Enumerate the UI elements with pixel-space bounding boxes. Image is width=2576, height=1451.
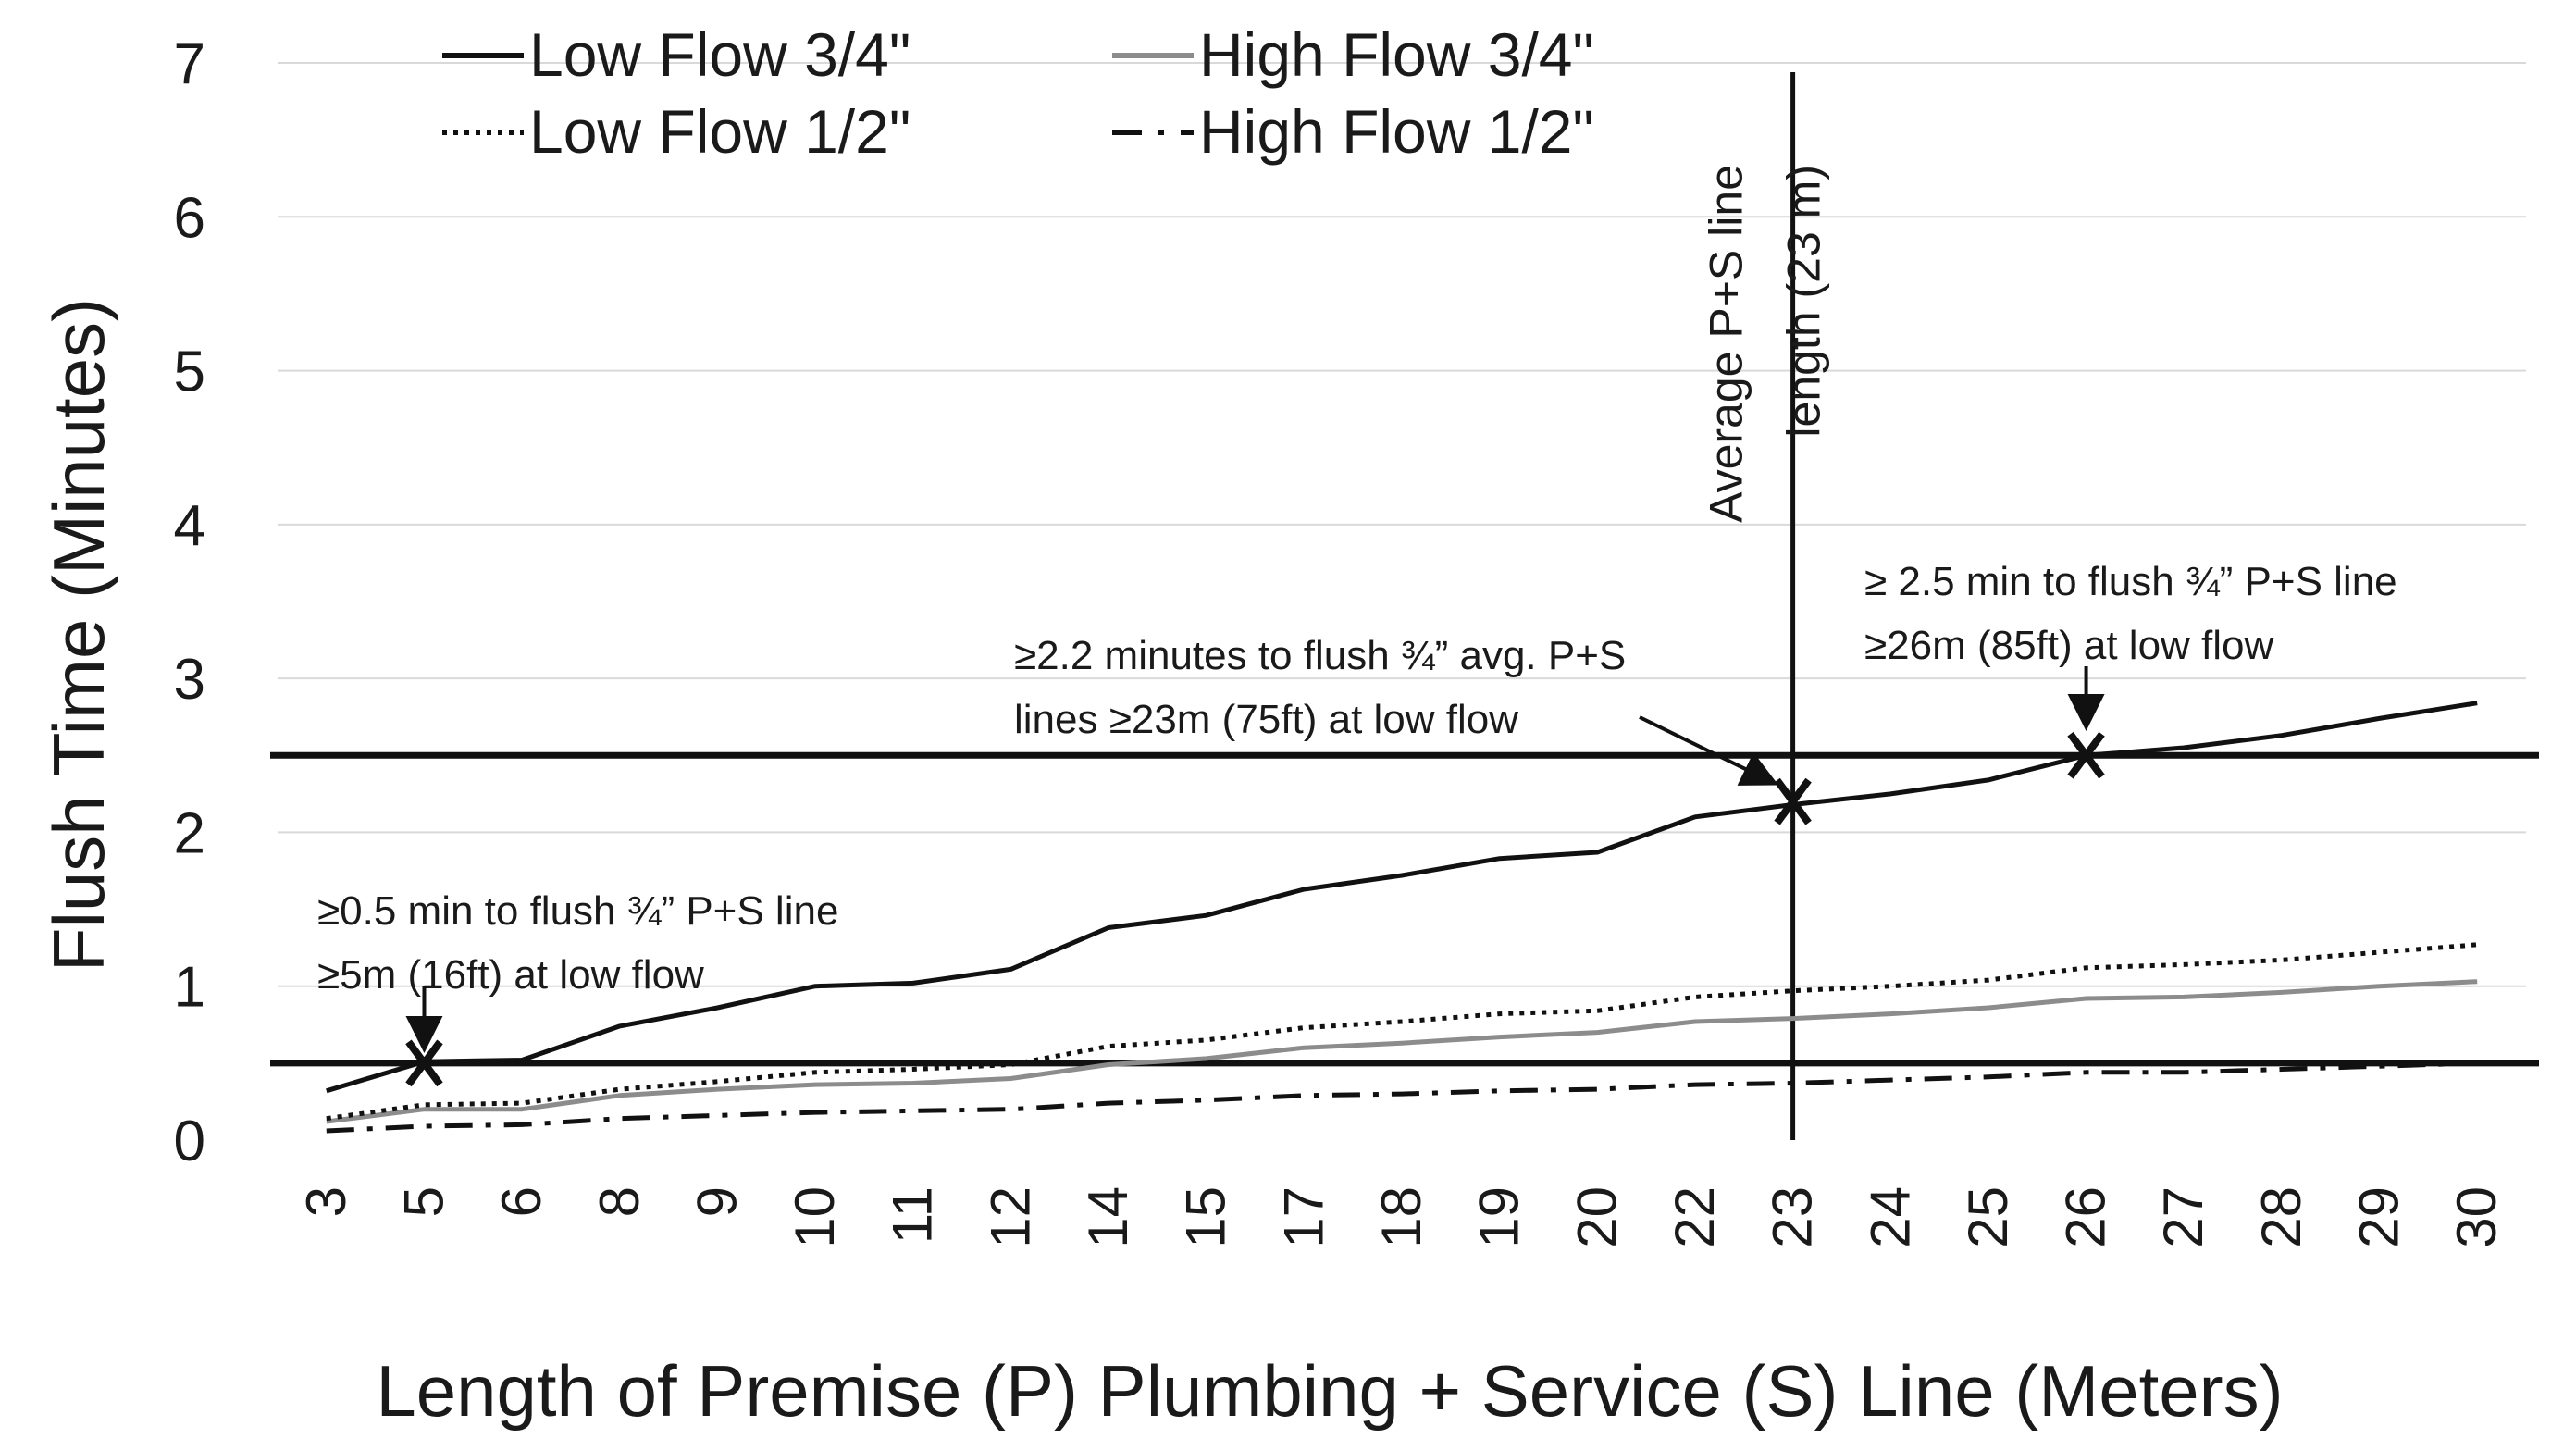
series-line <box>326 1060 2478 1134</box>
legend-label: High Flow 1/2" <box>1199 97 1594 166</box>
annotation-text: lines ≥23m (75ft) at low flow <box>1014 697 1518 742</box>
annotation-group: ≥0.5 min to flush ¾” P+S line ≥5m (16ft) … <box>317 559 2397 1053</box>
x-axis-ticks: 3 5 6 8 9 10 11 12 14 15 17 18 19 20 22 23 24 25 26 27 28 29 3… <box>295 1186 2508 1248</box>
legend-item: Low Flow 3/4" <box>442 20 910 89</box>
x-marker <box>1774 777 1812 825</box>
legend-label: High Flow 3/4" <box>1199 20 1594 89</box>
x-tick-label: 30 <box>2446 1186 2508 1248</box>
y-tick-label: 1 <box>174 956 205 1020</box>
x-tick-label: 11 <box>882 1186 944 1244</box>
annotation-text: ≥0.5 min to flush ¾” P+S line <box>317 888 838 934</box>
y-axis-title: Flush Time (Minutes) <box>38 298 119 972</box>
annotation-text: ≥5m (16ft) at low flow <box>317 952 704 998</box>
x-tick-label: 5 <box>392 1186 454 1217</box>
x-tick-label: 15 <box>1175 1186 1237 1248</box>
x-tick-label: 27 <box>2152 1186 2214 1248</box>
series-line <box>326 979 2478 1124</box>
legend-item: High Flow 1/2" <box>1112 97 1594 166</box>
legend-label: Low Flow 1/2" <box>529 97 910 166</box>
x-tick-label: 24 <box>1859 1186 1921 1248</box>
x-marker <box>2067 731 2105 779</box>
x-tick-label: 23 <box>1762 1186 1824 1248</box>
x-tick-label: 10 <box>784 1186 846 1248</box>
y-tick-label: 3 <box>174 648 205 712</box>
legend-item: High Flow 3/4" <box>1112 20 1594 89</box>
series-lines <box>326 701 2478 1134</box>
x-tick-label: 20 <box>1566 1186 1628 1248</box>
y-tick-label: 2 <box>174 801 205 865</box>
x-tick-label: 28 <box>2250 1186 2312 1248</box>
x-tick-label: 3 <box>295 1186 357 1217</box>
x-tick-label: 9 <box>686 1186 748 1217</box>
reference-lines: Average P+S line length (23 m) <box>270 72 2539 1140</box>
y-tick-label: 0 <box>174 1110 205 1173</box>
x-tick-label: 12 <box>979 1186 1041 1248</box>
annotation-text: ≥ 2.5 min to flush ¾” P+S line <box>1864 559 2397 604</box>
y-axis-ticks: 0 1 2 3 4 5 6 7 <box>174 32 205 1173</box>
x-tick-label: 14 <box>1077 1186 1139 1248</box>
x-tick-label: 29 <box>2348 1186 2410 1248</box>
x-tick-label: 19 <box>1468 1186 1530 1248</box>
x-tick-label: 17 <box>1272 1186 1334 1248</box>
average-length-label: Average P+S line <box>1701 165 1752 523</box>
marker-group <box>405 731 2105 1087</box>
gridlines <box>278 62 2526 987</box>
x-marker-stroke <box>2067 731 2105 779</box>
x-axis-title: Length of Premise (P) Plumbing + Service… <box>376 1350 2283 1432</box>
x-marker-stroke <box>1774 777 1812 825</box>
x-tick-label: 26 <box>2055 1186 2117 1248</box>
series-line <box>326 701 2478 1094</box>
y-tick-label: 4 <box>174 494 205 558</box>
y-tick-label: 5 <box>174 341 205 404</box>
series-line <box>326 942 2478 1122</box>
x-tick-label: 6 <box>490 1186 552 1217</box>
annotation-text: ≥26m (85ft) at low flow <box>1864 623 2274 668</box>
x-tick-label: 18 <box>1370 1186 1432 1248</box>
average-length-label: length (23 m) <box>1778 165 1830 438</box>
x-tick-label: 25 <box>1957 1186 2019 1248</box>
annotation-text: ≥2.2 minutes to flush ¾” avg. P+S <box>1014 633 1626 678</box>
legend-item: Low Flow 1/2" <box>442 97 910 166</box>
legend: Low Flow 3/4" High Flow 3/4" Low Flow 1/2"… <box>442 20 1594 166</box>
x-tick-label: 8 <box>588 1186 650 1217</box>
legend-label: Low Flow 3/4" <box>529 20 910 89</box>
x-tick-label: 22 <box>1664 1186 1726 1248</box>
y-tick-label: 6 <box>174 186 205 250</box>
y-tick-label: 7 <box>174 32 205 96</box>
annotation-arrow <box>1639 715 1779 786</box>
